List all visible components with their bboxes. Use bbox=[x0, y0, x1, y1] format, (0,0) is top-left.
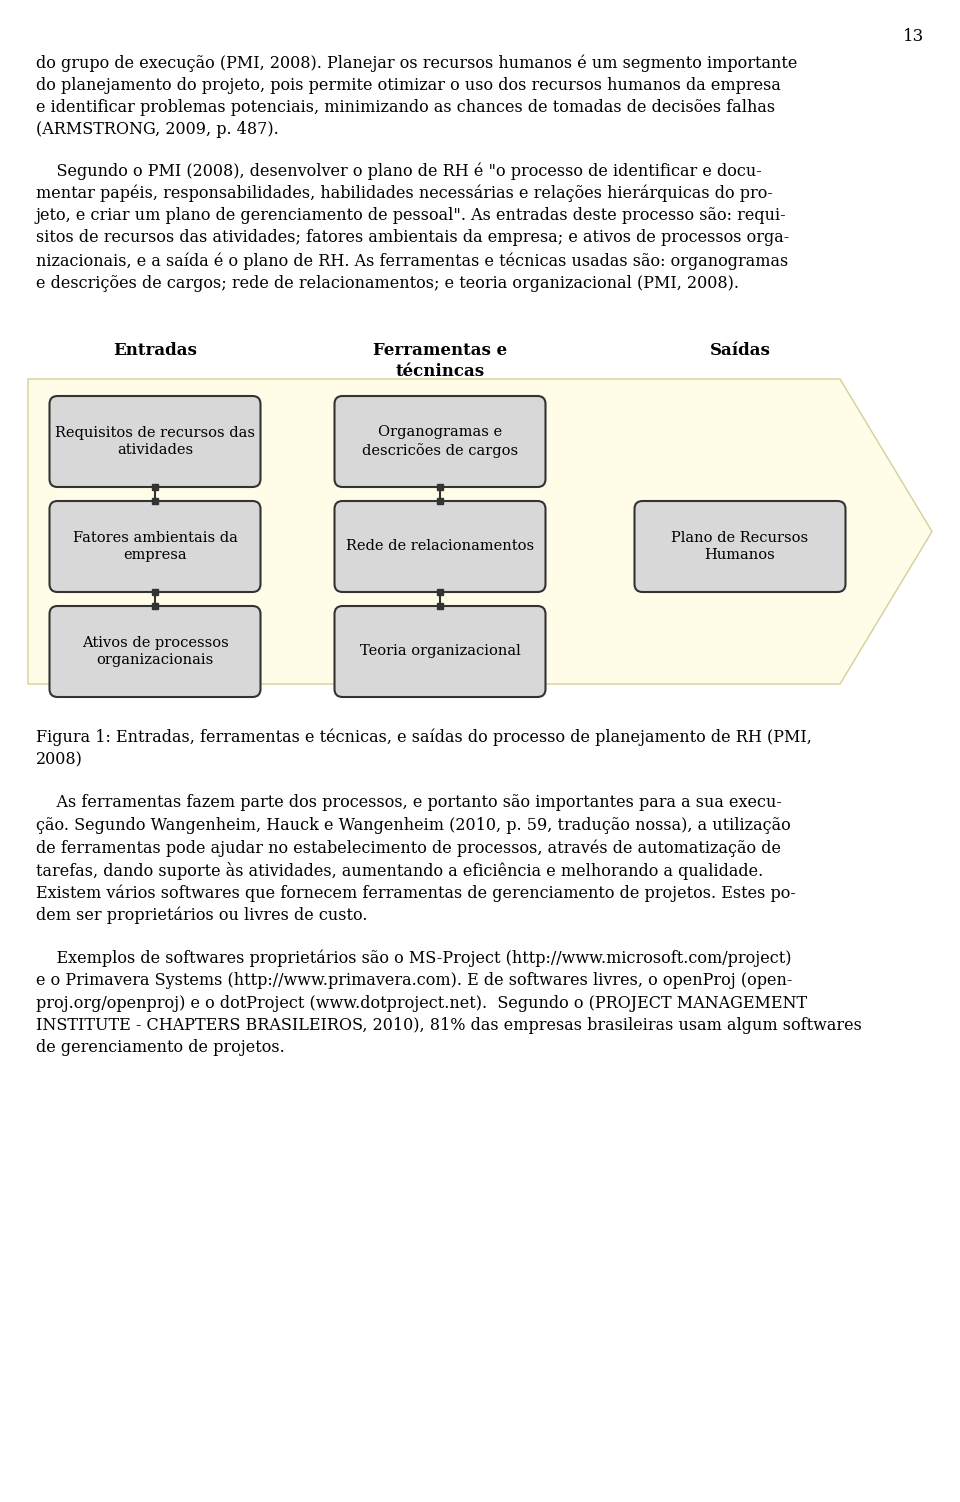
Text: de ferramentas pode ajudar no estabelecimento de processos, através de automatiz: de ferramentas pode ajudar no estabeleci… bbox=[36, 840, 781, 856]
Text: Ativos de processos
organizacionais: Ativos de processos organizacionais bbox=[82, 635, 228, 667]
Text: Ferramentas e
técnincas: Ferramentas e técnincas bbox=[372, 342, 507, 380]
Text: Entradas: Entradas bbox=[113, 342, 197, 359]
Text: Figura 1: Entradas, ferramentas e técnicas, e saídas do processo de planejamento: Figura 1: Entradas, ferramentas e técnic… bbox=[36, 728, 812, 746]
FancyBboxPatch shape bbox=[334, 397, 545, 487]
Text: Exemplos de softwares proprietários são o MS-Project (http://www.microsoft.com/p: Exemplos de softwares proprietários são … bbox=[36, 949, 791, 967]
Text: do planejamento do projeto, pois permite otimizar o uso dos recursos humanos da : do planejamento do projeto, pois permite… bbox=[36, 77, 780, 93]
Text: Organogramas e
descricões de cargos: Organogramas e descricões de cargos bbox=[362, 425, 518, 458]
Text: Saídas: Saídas bbox=[709, 342, 771, 359]
Text: Rede de relacionamentos: Rede de relacionamentos bbox=[346, 539, 534, 554]
Text: Segundo o PMI (2008), desenvolver o plano de RH é "o processo de identificar e d: Segundo o PMI (2008), desenvolver o plan… bbox=[36, 162, 761, 180]
Text: e identificar problemas potenciais, minimizando as chances de tomadas de decisõe: e identificar problemas potenciais, mini… bbox=[36, 99, 775, 116]
FancyBboxPatch shape bbox=[334, 605, 545, 697]
Text: Plano de Recursos
Humanos: Plano de Recursos Humanos bbox=[671, 530, 808, 562]
Text: As ferramentas fazem parte dos processos, e portanto são importantes para a sua : As ferramentas fazem parte dos processos… bbox=[36, 795, 781, 811]
Bar bbox=[437, 484, 443, 490]
Text: INSTITUTE - CHAPTERS BRASILEIROS, 2010), 81% das empresas brasileiras usam algum: INSTITUTE - CHAPTERS BRASILEIROS, 2010),… bbox=[36, 1017, 862, 1033]
Text: dem ser proprietários ou livres de custo.: dem ser proprietários ou livres de custo… bbox=[36, 907, 368, 924]
Bar bbox=[152, 484, 158, 490]
Bar bbox=[437, 602, 443, 608]
Text: Fatores ambientais da
empresa: Fatores ambientais da empresa bbox=[73, 530, 237, 562]
Bar bbox=[437, 589, 443, 595]
Bar bbox=[152, 499, 158, 505]
Text: Teoria organizacional: Teoria organizacional bbox=[360, 644, 520, 658]
FancyBboxPatch shape bbox=[50, 397, 260, 487]
Text: proj.org/openproj) e o dotProject (www.dotproject.net).  Segundo o (PROJECT MANA: proj.org/openproj) e o dotProject (www.d… bbox=[36, 994, 807, 1011]
Polygon shape bbox=[28, 379, 932, 683]
Text: sitos de recursos das atividades; fatores ambientais da empresa; e ativos de pro: sitos de recursos das atividades; fatore… bbox=[36, 230, 789, 246]
Text: de gerenciamento de projetos.: de gerenciamento de projetos. bbox=[36, 1039, 285, 1056]
Text: Requisitos de recursos das
atividades: Requisitos de recursos das atividades bbox=[55, 425, 255, 458]
FancyBboxPatch shape bbox=[635, 502, 846, 592]
Text: e descrições de cargos; rede de relacionamentos; e teoria organizacional (PMI, 2: e descrições de cargos; rede de relacion… bbox=[36, 275, 739, 291]
FancyBboxPatch shape bbox=[334, 502, 545, 592]
Bar bbox=[437, 499, 443, 505]
Text: jeto, e criar um plano de gerenciamento de pessoal". As entradas deste processo : jeto, e criar um plano de gerenciamento … bbox=[36, 207, 786, 224]
Text: e o Primavera Systems (http://www.primavera.com). E de softwares livres, o openP: e o Primavera Systems (http://www.primav… bbox=[36, 972, 792, 988]
FancyBboxPatch shape bbox=[50, 605, 260, 697]
Text: (ARMSTRONG, 2009, p. 487).: (ARMSTRONG, 2009, p. 487). bbox=[36, 122, 278, 138]
Text: nizacionais, e a saída é o plano de RH. As ferramentas e técnicas usadas são: or: nizacionais, e a saída é o plano de RH. … bbox=[36, 252, 788, 269]
Bar bbox=[152, 602, 158, 608]
Text: 2008): 2008) bbox=[36, 751, 83, 769]
FancyBboxPatch shape bbox=[50, 502, 260, 592]
Text: tarefas, dando suporte às atividades, aumentando a eficiência e melhorando a qua: tarefas, dando suporte às atividades, au… bbox=[36, 862, 763, 880]
Bar bbox=[152, 589, 158, 595]
Text: mentar papéis, responsabilidades, habilidades necessárias e relações hierárquica: mentar papéis, responsabilidades, habili… bbox=[36, 185, 773, 201]
Text: 13: 13 bbox=[902, 29, 924, 45]
Text: ção. Segundo Wangenheim, Hauck e Wangenheim (2010, p. 59, tradução nossa), a uti: ção. Segundo Wangenheim, Hauck e Wangenh… bbox=[36, 817, 791, 834]
Text: Existem vários softwares que fornecem ferramentas de gerenciamento de projetos. : Existem vários softwares que fornecem fe… bbox=[36, 885, 796, 901]
Text: do grupo de execução (PMI, 2008). Planejar os recursos humanos é um segmento imp: do grupo de execução (PMI, 2008). Planej… bbox=[36, 54, 798, 72]
